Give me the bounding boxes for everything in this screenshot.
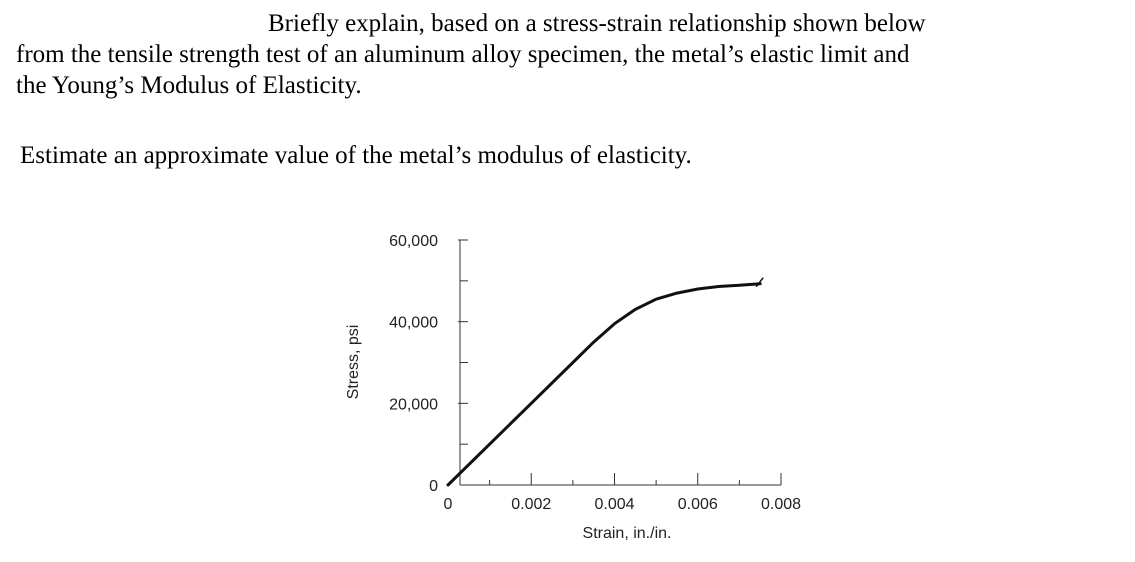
y-tick-label: 0 xyxy=(429,478,438,495)
chart-axes xyxy=(459,240,781,486)
x-tick-label: 0.004 xyxy=(594,496,634,513)
question-line-2: from the tensile strength test of an alu… xyxy=(16,41,910,68)
chart-series xyxy=(446,277,764,487)
y-tick-label: 60,000 xyxy=(389,233,438,250)
x-tick-label: 0.008 xyxy=(761,496,801,513)
chart-tick-labels: 0 20,000 40,000 60,000 0 0.002 0.004 0.006 0.008 xyxy=(389,233,801,513)
question-line-3: the Young’s Modulus of Elasticity. xyxy=(16,72,362,99)
y-axis-label: Stress, psi xyxy=(345,325,362,400)
x-axis-label: Strain, in./in. xyxy=(583,525,672,542)
estimate-prompt: Estimate an approximate value of the met… xyxy=(20,142,692,169)
x-tick-label: 0.002 xyxy=(511,496,551,513)
question-text: Briefly explain, based on a stress-strai… xyxy=(16,8,1016,101)
y-tick-label: 20,000 xyxy=(389,396,438,413)
x-tick-label: 0 xyxy=(444,496,453,513)
y-tick-label: 40,000 xyxy=(389,315,438,332)
stress-strain-curve xyxy=(446,282,762,487)
question-line-1: Briefly explain, based on a stress-strai… xyxy=(268,10,926,37)
fracture-mark xyxy=(755,277,764,288)
chart-ticks xyxy=(458,239,782,485)
x-tick-label: 0.006 xyxy=(678,496,718,513)
